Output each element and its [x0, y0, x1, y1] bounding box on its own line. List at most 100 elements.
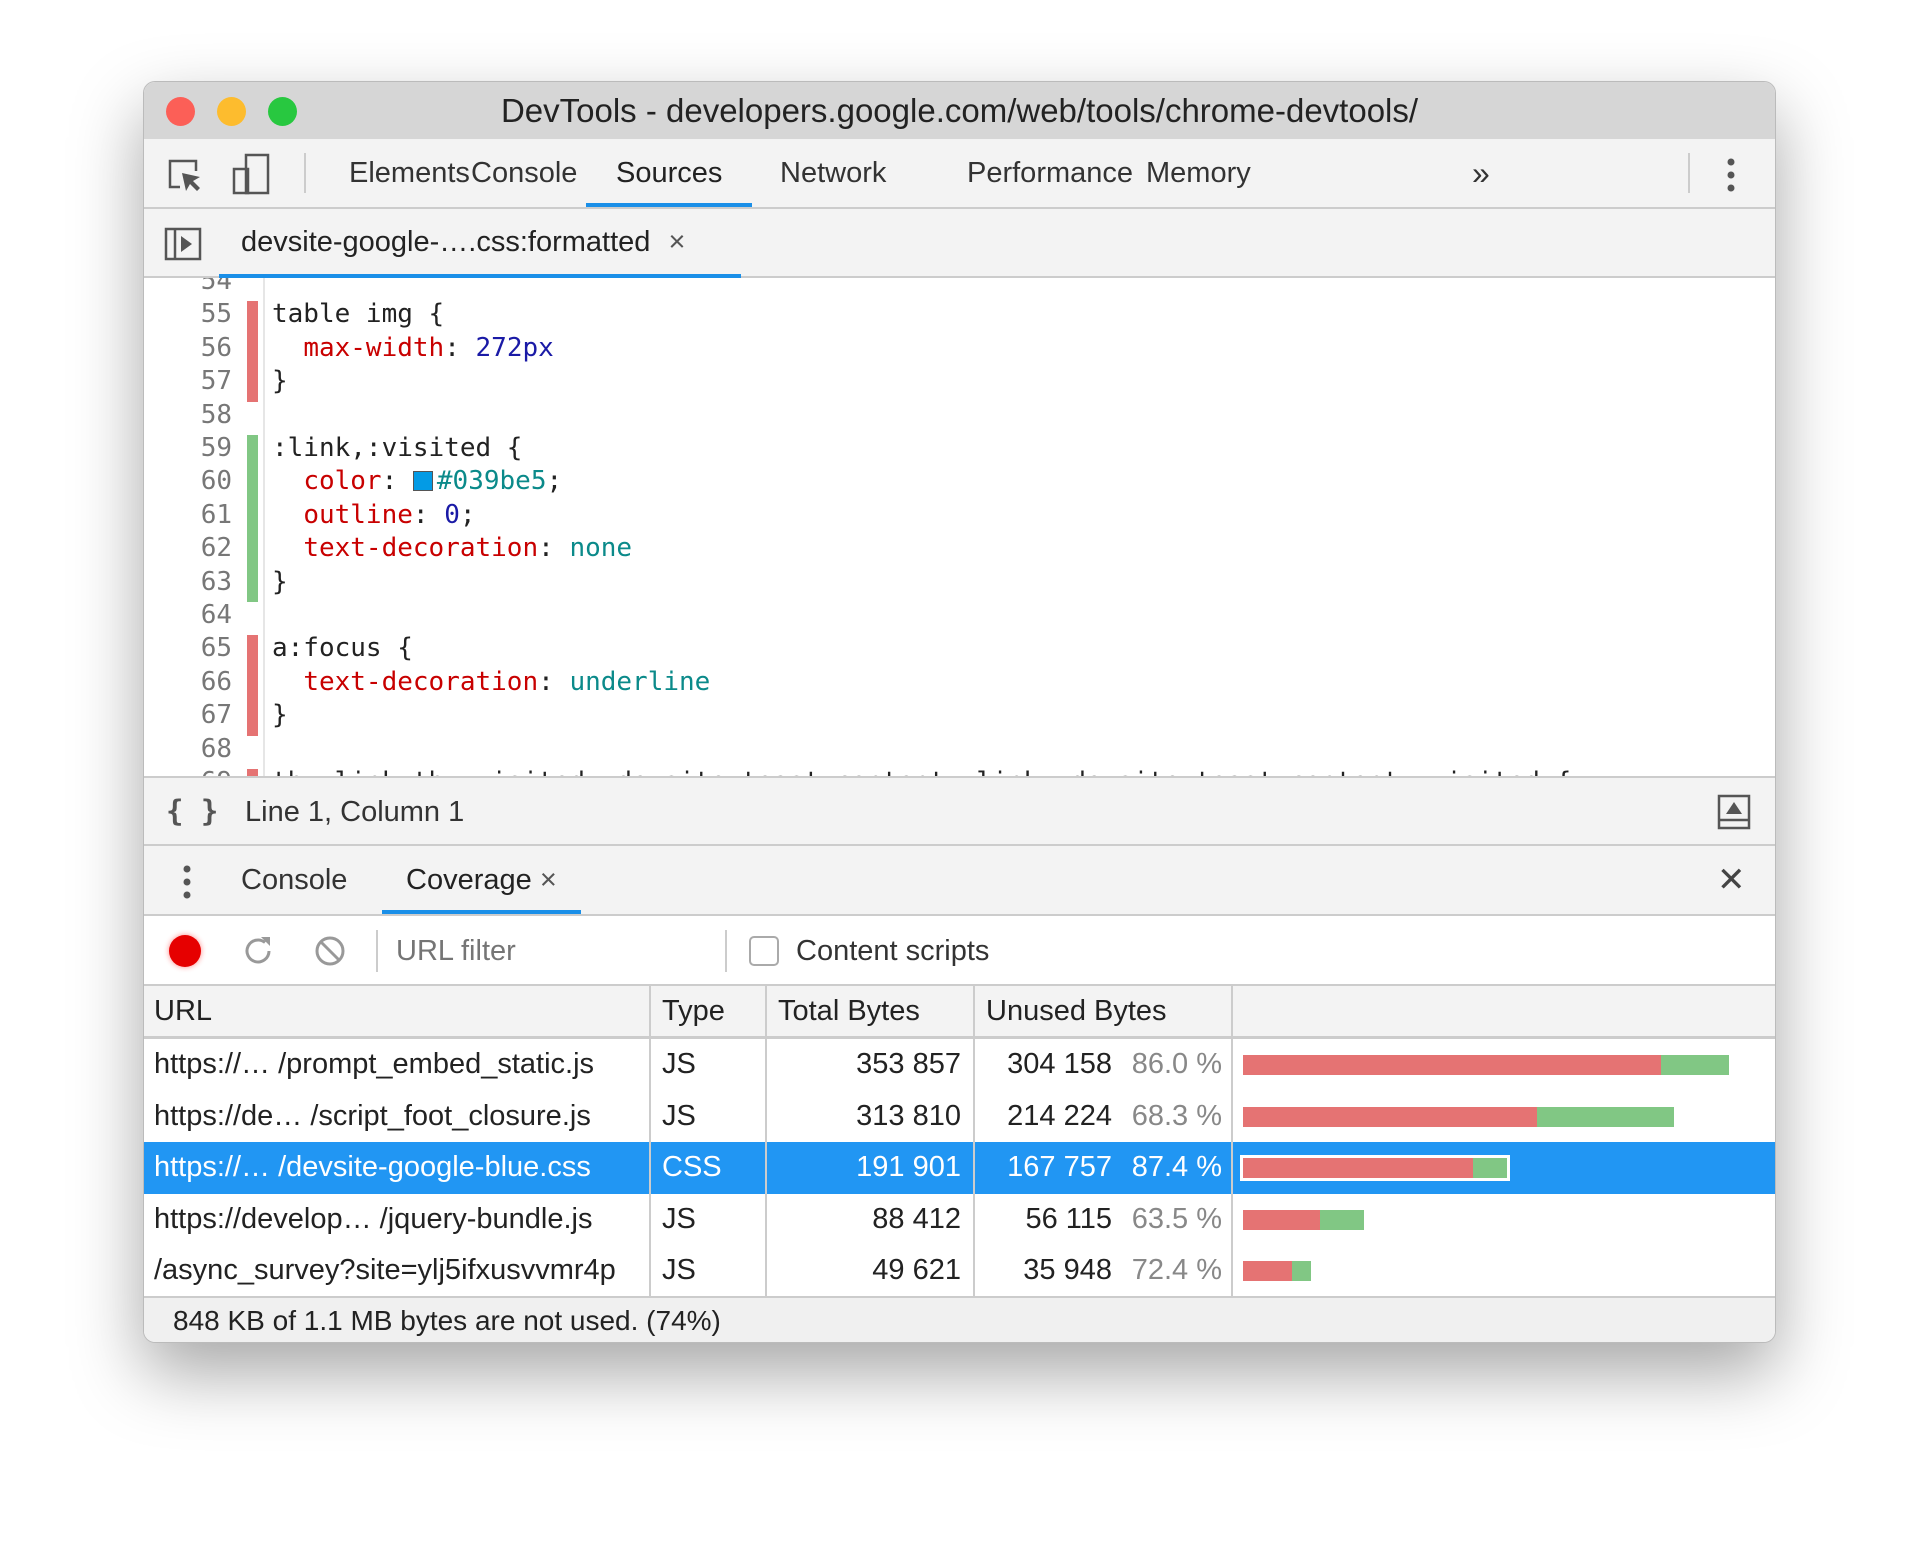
device-toolbar-icon[interactable] [232, 153, 272, 197]
zoom-window-button[interactable] [268, 97, 297, 126]
coverage-row[interactable]: /async_survey?site=ylj5ifxusvvmr4p JS 49… [144, 1245, 1775, 1297]
code-token: : [412, 499, 445, 530]
line-number[interactable]: 61 [200, 499, 232, 530]
code-token: 0 [444, 499, 460, 530]
code-token: outline [303, 499, 413, 530]
code-line: } [272, 366, 288, 396]
drawer-tab-bar: Console Coverage × ✕ [144, 846, 1775, 916]
tab-elements[interactable]: Elements [349, 157, 470, 189]
line-number[interactable]: 69 [144, 767, 232, 776]
line-number[interactable]: 56 [200, 332, 232, 363]
code-token: a:focus { [272, 633, 413, 664]
column-header-url[interactable]: URL [154, 995, 213, 1027]
content-scripts-checkbox[interactable] [749, 936, 779, 966]
code-line: } [272, 700, 288, 730]
code-token: : [444, 332, 476, 363]
unused-segment [1243, 1055, 1661, 1075]
code-editor[interactable]: 54 55 table img {56 max-width: 272px 57} 58 5… [144, 278, 1775, 776]
unused-segment [1243, 1261, 1293, 1281]
url-cell: https://de… /script_foot_closure.js [154, 1099, 591, 1132]
tab-console[interactable]: Console [471, 157, 578, 189]
unused-bytes-cell: 304 158 [1007, 1048, 1112, 1080]
line-number[interactable]: 65 [200, 633, 232, 664]
coverage-row[interactable]: https://develop… /jquery-bundle.js JS 88… [144, 1194, 1775, 1246]
devtools-window: DevTools - developers.google.com/web/too… [143, 81, 1776, 1343]
line-number[interactable]: 64 [200, 600, 232, 630]
code-line: color: #039be5; [272, 466, 562, 496]
reload-icon[interactable] [241, 934, 275, 968]
coverage-marker-used [247, 501, 258, 536]
record-button[interactable] [169, 935, 201, 967]
code-line: text-decoration: none [272, 533, 632, 563]
drawer-tab-console[interactable]: Console [241, 864, 348, 896]
tab-network[interactable]: Network [780, 157, 887, 189]
pretty-print-icon[interactable]: { } [166, 794, 219, 828]
url-filter-input[interactable] [396, 930, 716, 972]
column-header-unused-bytes[interactable]: Unused Bytes [986, 995, 1167, 1027]
line-number[interactable]: 62 [200, 533, 232, 564]
unused-percent-cell: 68.3 % [1131, 1099, 1222, 1132]
column-header-total-bytes[interactable]: Total Bytes [778, 995, 920, 1027]
line-number[interactable]: 63 [200, 566, 232, 597]
type-cell: JS [662, 1048, 696, 1080]
usage-bar [1243, 1055, 1729, 1075]
divider [376, 930, 378, 972]
drawer-tab-coverage[interactable]: Coverage × [382, 846, 581, 914]
coverage-row[interactable]: https://de… /script_foot_closure.js JS 3… [144, 1091, 1775, 1143]
inspect-element-icon[interactable] [166, 157, 204, 195]
editor-tab-bar: devsite-google-….css:formatted × [144, 209, 1775, 278]
toggle-navigator-icon[interactable] [164, 227, 202, 261]
close-drawer-icon[interactable]: ✕ [1717, 861, 1746, 899]
code-token: : [538, 666, 570, 697]
column-header-type[interactable]: Type [662, 995, 725, 1027]
line-number[interactable]: 55 [200, 299, 232, 330]
line-number[interactable]: 67 [200, 700, 232, 731]
line-number[interactable]: 68 [200, 733, 232, 764]
tab-performance[interactable]: Performance [967, 157, 1134, 189]
editor-file-tab[interactable]: devsite-google-….css:formatted × [219, 209, 741, 278]
close-window-button[interactable] [166, 97, 195, 126]
total-bytes-cell: 313 810 [856, 1099, 961, 1132]
used-segment [1292, 1261, 1312, 1281]
code-token: #039be5 [436, 466, 547, 497]
line-number[interactable]: 58 [200, 399, 232, 430]
coverage-toolbar: Content scripts [144, 916, 1775, 986]
line-number[interactable]: 66 [200, 666, 232, 697]
code-token: text-decoration [303, 533, 539, 564]
minimize-window-button[interactable] [217, 97, 246, 126]
tab-sources[interactable]: Sources [586, 139, 753, 207]
line-number[interactable]: 57 [200, 366, 232, 397]
code-line: text-decoration: underline [272, 667, 710, 697]
line-number[interactable]: 60 [200, 466, 232, 497]
unused-percent-cell: 86.0 % [1131, 1048, 1222, 1080]
line-number[interactable]: 54 [200, 278, 232, 296]
close-file-tab-icon[interactable]: × [668, 226, 686, 258]
more-tabs-button[interactable]: » [1472, 155, 1490, 191]
code-line: max-width: 272px [272, 332, 553, 363]
code-token [272, 500, 303, 530]
column-divider [973, 986, 975, 1342]
gutter-divider [263, 278, 265, 776]
usage-bar [1243, 1209, 1365, 1230]
tab-memory[interactable]: Memory [1146, 157, 1251, 189]
drawer-menu-icon[interactable] [182, 864, 192, 900]
coverage-row[interactable]: https://… /prompt_embed_static.js JS 353… [144, 1039, 1775, 1091]
toggle-debugger-icon[interactable] [1717, 794, 1751, 830]
unused-percent-cell: 63.5 % [1131, 1202, 1222, 1235]
unused-bytes-cell: 214 224 [1007, 1099, 1112, 1132]
column-divider [765, 986, 767, 1342]
code-token: : [538, 533, 570, 564]
clear-icon[interactable] [313, 934, 347, 968]
line-number[interactable]: 59 [200, 433, 232, 463]
unused-bytes-cell: 56 115 [1025, 1202, 1112, 1235]
total-bytes-cell: 191 901 [856, 1151, 961, 1183]
coverage-marker-unused [247, 702, 258, 736]
coverage-marker-unused [247, 368, 258, 402]
code-token [272, 466, 303, 496]
used-segment [1660, 1055, 1729, 1075]
close-coverage-tab-icon[interactable]: × [539, 864, 557, 896]
main-toolbar: Elements Console Sources Network Performance… [144, 139, 1775, 209]
coverage-row[interactable]: https://… /devsite-google-blue.css CSS 1… [144, 1142, 1775, 1194]
color-swatch[interactable] [412, 471, 433, 492]
more-options-icon[interactable] [1726, 157, 1736, 193]
